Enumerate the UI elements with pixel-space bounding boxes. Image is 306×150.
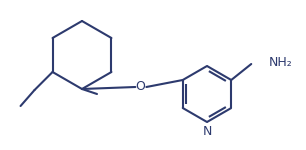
- Text: O: O: [136, 81, 145, 93]
- Text: N: N: [202, 125, 212, 138]
- Text: NH₂: NH₂: [269, 57, 293, 69]
